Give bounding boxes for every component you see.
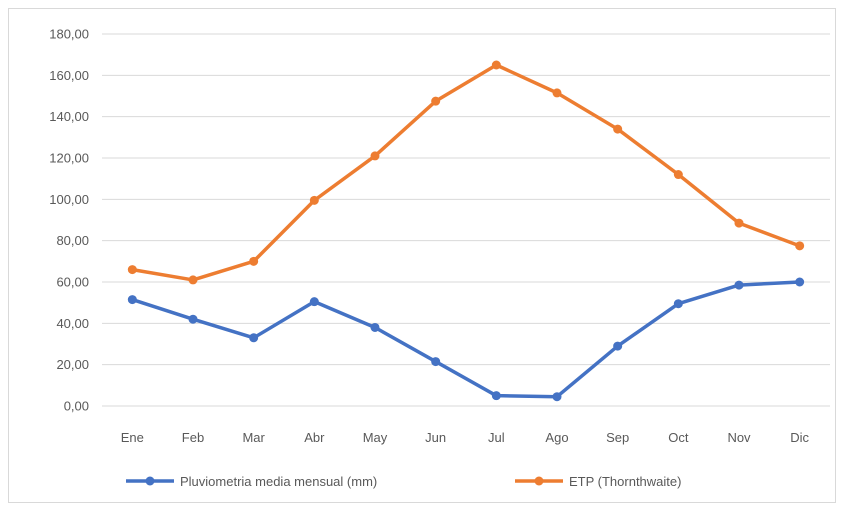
data-point: [673, 170, 683, 180]
data-point: [613, 124, 623, 134]
data-point: [795, 277, 805, 287]
x-tick-label: Oct: [668, 430, 689, 445]
y-tick-label: 40,00: [56, 316, 89, 331]
series-line: [130, 280, 802, 399]
data-point: [188, 314, 198, 324]
x-tick-label: Sep: [606, 430, 629, 445]
x-tick-label: Nov: [727, 430, 751, 445]
data-point: [613, 341, 623, 351]
data-point: [188, 275, 198, 285]
x-tick-label: Mar: [242, 430, 265, 445]
data-point: [309, 297, 319, 307]
data-point: [249, 256, 259, 266]
data-point: [370, 151, 380, 161]
y-tick-label: 180,00: [49, 27, 89, 42]
data-point: [127, 265, 137, 275]
gridlines: [102, 33, 830, 407]
data-point: [491, 60, 501, 70]
y-tick-label: 140,00: [49, 109, 89, 124]
data-point: [795, 241, 805, 251]
legend-entry: Pluviometria media mensual (mm): [126, 474, 377, 489]
x-tick-label: Ene: [121, 430, 144, 445]
y-axis-tick-labels: 0,00 20,00 40,00 60,00 80,00 100,00 120,00 140,…: [49, 27, 89, 414]
chart-frame: [8, 8, 836, 503]
data-point: [552, 392, 562, 402]
x-axis-tick-labels: Ene Feb Mar Abr May Jun Jul Ago Sep Oct Nov Dic: [121, 430, 810, 445]
x-tick-label: Dic: [790, 430, 809, 445]
data-point: [491, 391, 501, 401]
y-tick-label: 100,00: [49, 192, 89, 207]
data-point: [249, 333, 259, 343]
series-line: [130, 63, 802, 282]
legend: Pluviometria media mensual (mm) ETP (Thor…: [126, 474, 681, 489]
data-point: [431, 96, 441, 106]
data-point: [431, 357, 441, 367]
y-tick-label: 120,00: [49, 151, 89, 166]
y-tick-label: 80,00: [56, 233, 89, 248]
legend-swatch-marker: [145, 476, 155, 486]
data-point: [309, 195, 319, 205]
x-tick-label: Ago: [545, 430, 568, 445]
data-point: [552, 88, 562, 98]
series-lines: [127, 60, 805, 402]
y-tick-label: 0,00: [64, 399, 89, 414]
y-tick-label: 160,00: [49, 68, 89, 83]
data-point: [734, 280, 744, 290]
x-tick-label: May: [363, 430, 388, 445]
series-1: [127, 277, 805, 402]
x-tick-label: Jul: [488, 430, 505, 445]
data-point: [673, 299, 683, 309]
data-point: [127, 295, 137, 305]
legend-label: ETP (Thornthwaite): [569, 474, 681, 489]
x-tick-label: Abr: [304, 430, 325, 445]
legend-entry: ETP (Thornthwaite): [515, 474, 681, 489]
series-2: [127, 60, 805, 285]
legend-swatch-marker: [534, 476, 544, 486]
x-tick-label: Feb: [182, 430, 204, 445]
y-tick-label: 20,00: [56, 357, 89, 372]
y-tick-label: 60,00: [56, 275, 89, 290]
data-point: [734, 218, 744, 228]
data-point: [370, 322, 380, 332]
legend-label: Pluviometria media mensual (mm): [180, 474, 377, 489]
x-tick-label: Jun: [425, 430, 446, 445]
